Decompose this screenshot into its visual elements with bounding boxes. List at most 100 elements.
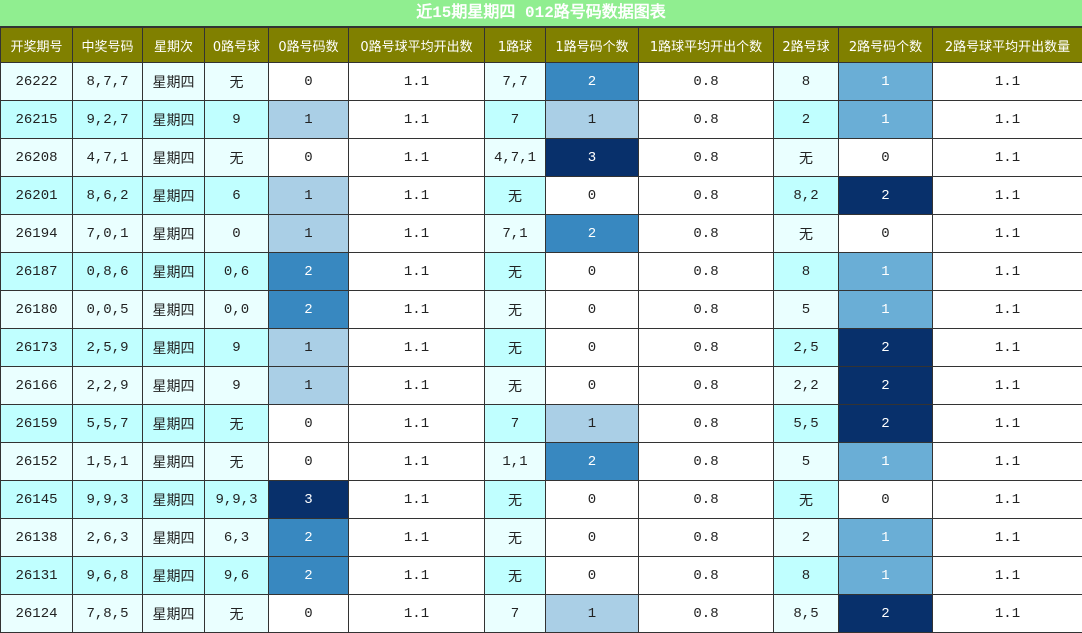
table-cell: 9,6,8 [72, 556, 143, 595]
table-cell: 26152 [0, 442, 73, 481]
table-cell: 0.8 [638, 62, 774, 101]
table-cell: 1 [268, 214, 349, 253]
data-table: 开奖期号 中奖号码 星期次 0路号球 0路号码数 0路号球平均开出数 1路球 1路号码个数 1路… [0, 27, 1082, 633]
table-cell: 无 [484, 328, 546, 367]
table-cell: 2 [268, 252, 349, 291]
table-row: 26187 0,8,6 星期四 0,6 2 1.1 无 0 0.8 8 1 1.1 [0, 252, 1082, 291]
table-cell: 1 [838, 62, 933, 101]
table-cell: 0.8 [638, 214, 774, 253]
table-cell: 0,6 [204, 252, 269, 291]
table-cell: 7,7 [484, 62, 546, 101]
table-cell: 1.1 [348, 214, 485, 253]
table-cell: 0.8 [638, 366, 774, 405]
table-cell: 1.1 [348, 594, 485, 633]
table-cell: 0 [268, 404, 349, 443]
table-cell: 7,0,1 [72, 214, 143, 253]
table-cell: 8 [773, 556, 839, 595]
column-header: 0路号球平均开出数 [348, 27, 485, 63]
table-cell: 1.1 [348, 62, 485, 101]
column-header: 2路号球 [773, 27, 839, 63]
table-cell: 无 [484, 290, 546, 329]
table-cell: 1.1 [932, 556, 1082, 595]
table-cell: 26173 [0, 328, 73, 367]
table-cell: 0.8 [638, 480, 774, 519]
table-cell: 0,8,6 [72, 252, 143, 291]
table-cell: 无 [773, 480, 839, 519]
table-cell: 0.8 [638, 328, 774, 367]
table-cell: 1.1 [932, 442, 1082, 481]
table-cell: 0.8 [638, 404, 774, 443]
table-cell: 0 [545, 176, 639, 215]
table-cell: 26215 [0, 100, 73, 139]
column-header: 中奖号码 [72, 27, 143, 63]
table-row: 26208 4,7,1 星期四无 0 1.1 4,7,1 3 0.8 无 0 1.1 [0, 138, 1082, 177]
table-cell: 0 [268, 138, 349, 177]
table-cell: 星期四 [142, 62, 205, 101]
table-cell: 1.1 [348, 366, 485, 405]
table-cell: 2 [545, 214, 639, 253]
table-cell: 2 [773, 100, 839, 139]
table-cell: 2,6,3 [72, 518, 143, 557]
table-cell: 1.1 [348, 290, 485, 329]
table-cell: 6 [204, 176, 269, 215]
table-row: 26131 9,6,8 星期四 9,6 2 1.1 无 0 0.8 8 1 1.1 [0, 556, 1082, 595]
table-cell: 无 [484, 480, 546, 519]
table-cell: 1 [545, 594, 639, 633]
table-cell: 26138 [0, 518, 73, 557]
table-row: 26124 7,8,5 星期四无 0 1.1 7 1 0.8 8,5 2 1.1 [0, 594, 1082, 633]
table-cell: 1 [268, 176, 349, 215]
table-cell: 2 [268, 518, 349, 557]
table-cell: 4,7,1 [484, 138, 546, 177]
table-cell: 1.1 [348, 480, 485, 519]
table-cell: 2,5 [773, 328, 839, 367]
table-cell: 2 [268, 290, 349, 329]
table-cell: 0.8 [638, 252, 774, 291]
column-header: 开奖期号 [0, 27, 73, 63]
table-cell: 星期四 [142, 366, 205, 405]
table-cell: 0 [545, 556, 639, 595]
table-cell: 0.8 [638, 138, 774, 177]
table-title: 近15期星期四 012路号码数据图表 [0, 0, 1082, 27]
table-cell: 星期四 [142, 556, 205, 595]
table-cell: 5 [773, 290, 839, 329]
table-cell: 0.8 [638, 594, 774, 633]
table-cell: 1.1 [932, 518, 1082, 557]
table-cell: 3 [545, 138, 639, 177]
table-cell: 1.1 [348, 442, 485, 481]
table-cell: 4,7,1 [72, 138, 143, 177]
table-cell: 0.8 [638, 176, 774, 215]
table-cell: 1 [268, 366, 349, 405]
table-cell: 1 [268, 100, 349, 139]
table-cell: 0 [545, 518, 639, 557]
table-cell: 1.1 [932, 138, 1082, 177]
table-cell: 26222 [0, 62, 73, 101]
table-cell: 26187 [0, 252, 73, 291]
table-cell: 9 [204, 100, 269, 139]
table-cell: 2,5,9 [72, 328, 143, 367]
table-cell: 1.1 [932, 290, 1082, 329]
table-cell: 2,2,9 [72, 366, 143, 405]
table-cell: 6,3 [204, 518, 269, 557]
table-row: 26194 7,0,1 星期四 0 1 1.1 7,1 2 0.8 无 0 1.1 [0, 214, 1082, 253]
table-cell: 1 [838, 556, 933, 595]
table-cell: 无 [773, 214, 839, 253]
table-cell: 8,6,2 [72, 176, 143, 215]
table-cell: 星期四 [142, 290, 205, 329]
table-cell: 无 [484, 366, 546, 405]
table-cell: 2 [545, 442, 639, 481]
table-cell: 1 [545, 404, 639, 443]
table-row: 26145 9,9,3 星期四 9,9,3 3 1.1 无 0 0.8 无 0 1.1 [0, 480, 1082, 519]
table-cell: 1.1 [932, 594, 1082, 633]
table-cell: 0 [545, 328, 639, 367]
table-cell: 0 [268, 62, 349, 101]
table-cell: 无 [773, 138, 839, 177]
table-cell: 1 [838, 518, 933, 557]
table-row: 26215 9,2,7 星期四 9 1 1.1 7 1 0.8 2 1 1.1 [0, 100, 1082, 139]
table-cell: 1.1 [348, 176, 485, 215]
table-body: 26222 8,7,7 星期四无 0 1.1 7,7 2 0.8 8 1 1.1 26215 9,2,7… [0, 62, 1082, 633]
column-header: 2路号球平均开出数量 [932, 27, 1082, 63]
table-cell: 2 [838, 176, 933, 215]
header-row: 开奖期号 中奖号码 星期次 0路号球 0路号码数 0路号球平均开出数 1路球 1路号码个数 1路… [0, 27, 1082, 63]
table-cell: 0 [545, 480, 639, 519]
table-cell: 5,5,7 [72, 404, 143, 443]
